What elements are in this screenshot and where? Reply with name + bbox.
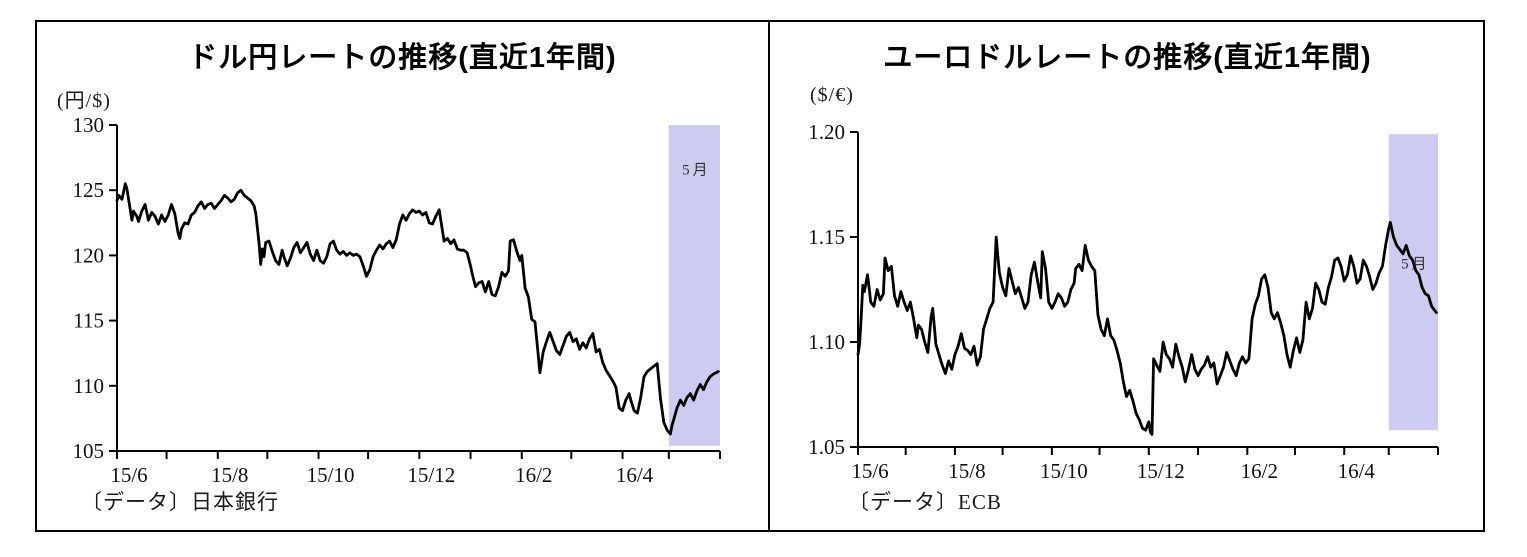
y-tick-label: 115 xyxy=(73,309,104,333)
x-tick-label: 15/6 xyxy=(110,463,147,487)
y-tick-label: 1.15 xyxy=(808,225,845,249)
y-tick-label: 1.20 xyxy=(808,120,845,144)
x-tick-label: 16/4 xyxy=(1338,459,1376,483)
usdjpy-y-axis-unit-label: (円/$) xyxy=(57,90,111,112)
eurusd-data-source-label: 〔データ〕ECB xyxy=(848,490,1002,514)
x-tick-label: 15/12 xyxy=(1137,459,1185,483)
y-tick-label: 1.10 xyxy=(808,330,845,354)
x-tick-label: 16/2 xyxy=(1241,459,1278,483)
x-tick-label: 15/8 xyxy=(948,459,985,483)
usdjpy-data-source-label: 〔データ〕日本銀行 xyxy=(81,490,279,514)
y-tick-label: 125 xyxy=(73,178,105,202)
eurusd-chart-title: ユーロドルレートの推移(直近1年間) xyxy=(883,42,1372,74)
eurusd-y-axis-unit-label: ($/€) xyxy=(810,84,854,106)
y-tick-label: 1.05 xyxy=(808,435,845,459)
x-tick-label: 16/4 xyxy=(616,463,654,487)
x-tick-label: 15/10 xyxy=(1040,459,1088,483)
usdjpy-chart-panel: ドル円レートの推移(直近1年間) (円/$) 5月 105 110 115 120 125… xyxy=(37,22,768,530)
x-tick-label: 16/2 xyxy=(515,463,552,487)
rate-line-series xyxy=(115,182,720,436)
x-tick-label: 15/10 xyxy=(307,463,355,487)
rate-line-series xyxy=(856,220,1438,436)
may-highlight-band xyxy=(1388,134,1438,431)
y-tick-label: 130 xyxy=(73,113,105,137)
usdjpy-line-chart: 5月 105 110 115 120 125 130 15/6 15/8 15/10 15/12 16… xyxy=(73,113,721,487)
usdjpy-chart-title: ドル円レートの推移(直近1年間) xyxy=(188,42,617,74)
x-tick-label: 15/6 xyxy=(851,459,888,483)
eurusd-chart-panel: ユーロドルレートの推移(直近1年間) ($/€) 5月 1.05 1.10 1.15 1… xyxy=(768,22,1485,530)
may-highlight-band xyxy=(668,125,720,446)
exchange-rate-figure: ドル円レートの推移(直近1年間) (円/$) 5月 105 110 115 120 125… xyxy=(35,20,1485,532)
x-tick-label: 15/12 xyxy=(407,463,455,487)
x-tick-label: 15/8 xyxy=(211,463,248,487)
y-tick-label: 110 xyxy=(73,374,104,398)
may-band-label: 5月 xyxy=(682,163,711,179)
y-tick-label: 120 xyxy=(73,243,105,267)
y-tick-label: 105 xyxy=(73,439,105,463)
